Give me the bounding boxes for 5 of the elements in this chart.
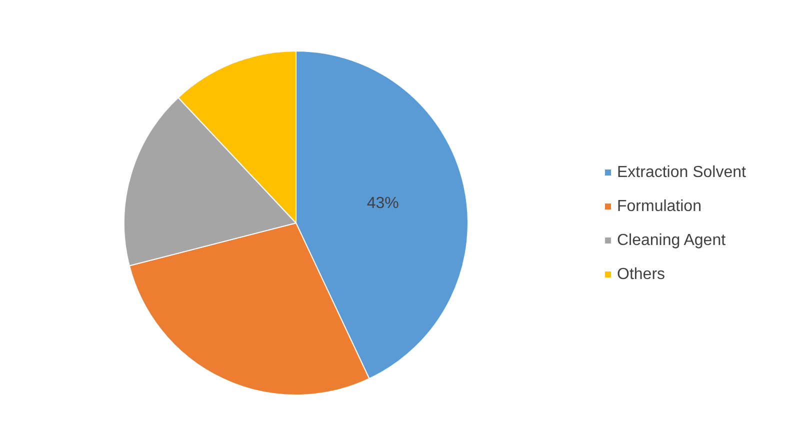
- legend-label: Formulation: [617, 198, 702, 215]
- data-label: 43%: [366, 195, 399, 212]
- legend-label: Cleaning Agent: [617, 232, 726, 249]
- legend-label: Others: [617, 266, 666, 283]
- legend-label: Extraction Solvent: [617, 164, 747, 181]
